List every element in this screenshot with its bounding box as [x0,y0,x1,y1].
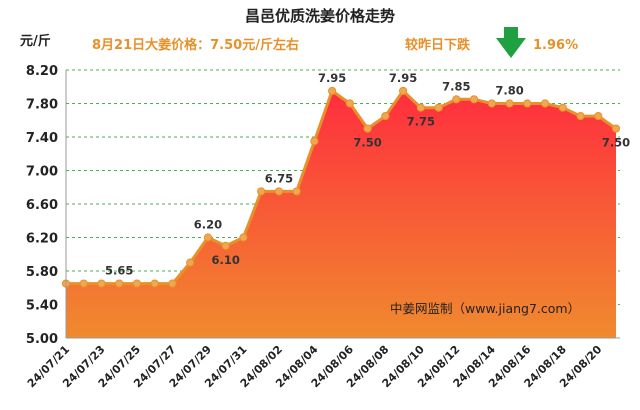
y-tick-label: 7.40 [26,131,58,146]
data-point [523,99,532,108]
data-point [505,99,514,108]
y-axis-ticks: 8.20 7.80 7.40 7.00 6.60 6.20 5.80 5.40 5.00 [26,64,58,347]
data-point [345,99,354,108]
data-point [469,95,479,104]
source-note: 中姜网监制（www.jiang7.com） [390,301,580,316]
data-points [61,86,621,288]
data-point [97,279,106,288]
data-point [398,86,408,96]
data-point [221,241,230,250]
data-point [558,103,567,112]
data-point [416,103,425,112]
data-label: 7.85 [442,79,470,93]
data-label: 6.75 [265,171,293,185]
y-tick-label: 6.20 [26,232,58,247]
change-annotation: 较昨日下跌 [405,37,471,53]
y-tick-label: 6.60 [26,198,58,213]
price-annotation: 8月21日大姜价格：7.50元/斤左右 [92,37,299,53]
data-point [79,279,88,288]
data-label: 6.10 [211,253,239,267]
y-tick-label: 7.00 [26,165,58,180]
y-tick-label: 7.80 [26,98,58,113]
data-point [132,279,142,288]
data-label: 7.80 [495,84,523,98]
data-point [381,111,390,121]
x-axis-ticks: 24/07/2124/07/2324/07/2524/07/2724/07/29… [25,343,605,391]
y-tick-label: 5.00 [26,332,58,347]
y-tick-label: 5.40 [26,299,58,314]
data-point [203,233,213,242]
chart-title: 昌邑优质洗姜价格走势 [245,7,395,25]
data-point [594,111,603,121]
data-label: 5.65 [105,264,133,278]
down-arrow-icon [496,27,526,58]
data-point [115,279,124,288]
data-point [186,258,195,267]
change-percent: 1.96% [533,38,578,53]
data-point [150,279,159,288]
data-point [292,187,301,196]
data-label: 7.95 [389,71,417,85]
y-axis-unit: 元/斤 [20,33,51,49]
data-label: 7.75 [407,115,435,129]
data-label: 6.20 [194,218,222,232]
y-tick-label: 8.20 [26,64,58,79]
data-point [310,137,319,146]
data-point [540,99,550,108]
y-tick-label: 5.80 [26,265,58,280]
data-point [611,124,621,133]
data-point [576,111,585,121]
data-point [487,99,496,108]
data-point [168,279,177,288]
data-label: 7.95 [318,71,346,85]
data-point [452,95,461,104]
data-point [239,233,248,242]
data-point [257,187,266,196]
data-point [274,187,284,196]
area-fill [66,90,616,339]
data-label: 7.50 [353,136,381,150]
data-labels: 5.65 6.20 6.10 6.75 7.95 7.50 7.95 7.75 7.85 7.80… [105,71,630,278]
data-point [434,103,443,112]
data-label: 7.50 [602,136,630,150]
data-point [328,86,337,96]
data-point [363,124,372,133]
